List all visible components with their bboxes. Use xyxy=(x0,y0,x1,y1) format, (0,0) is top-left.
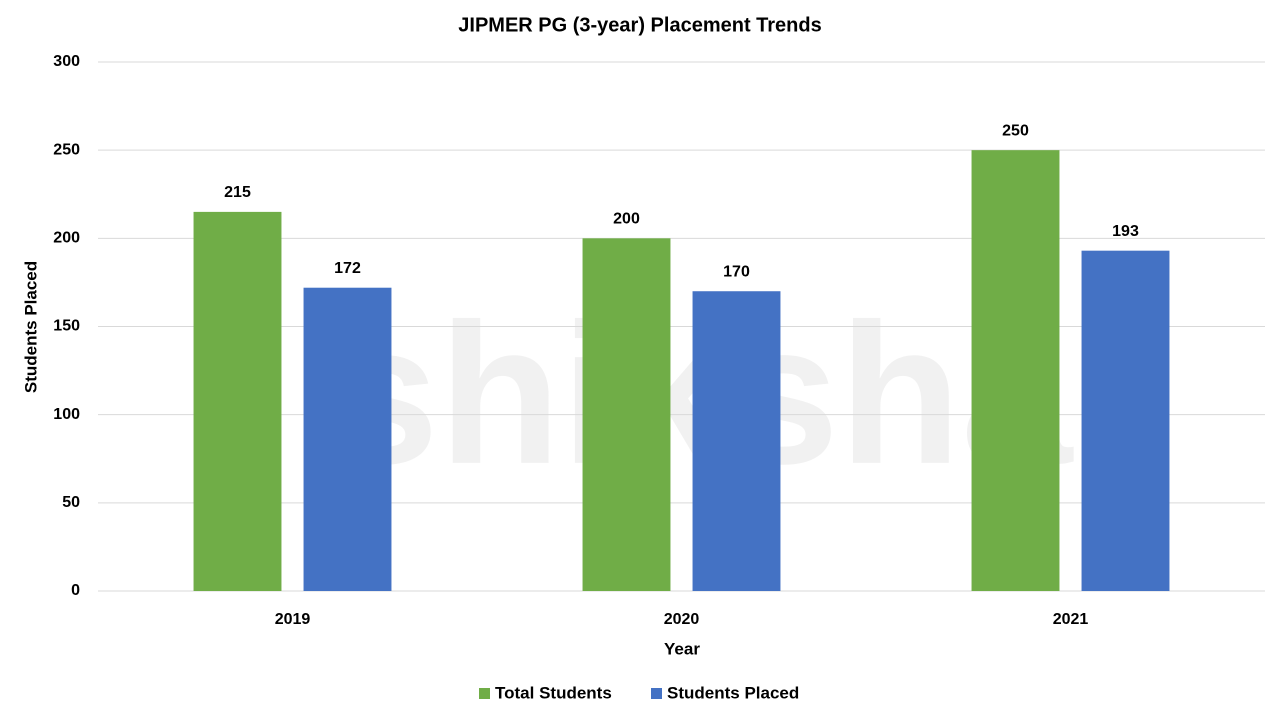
y-tick-label: 200 xyxy=(53,230,80,247)
legend-swatch xyxy=(479,688,490,699)
x-axis-label: Year xyxy=(664,639,700,658)
legend-label: Students Placed xyxy=(667,683,799,702)
y-tick-label: 50 xyxy=(62,494,80,511)
y-axis-label: Students Placed xyxy=(21,261,40,393)
data-label: 170 xyxy=(723,263,750,280)
bar xyxy=(692,291,781,591)
y-tick-label: 150 xyxy=(53,318,80,335)
x-tick-label: 2019 xyxy=(275,611,311,628)
bar xyxy=(1081,250,1170,591)
y-tick-label: 250 xyxy=(53,141,80,158)
bar xyxy=(582,238,671,592)
chart-title: JIPMER PG (3-year) Placement Trends xyxy=(458,14,821,36)
bar xyxy=(971,150,1060,591)
x-tick-label: 2020 xyxy=(664,611,700,628)
bar xyxy=(193,211,282,591)
legend-label: Total Students xyxy=(495,683,612,702)
data-label: 215 xyxy=(224,184,251,201)
data-label: 250 xyxy=(1002,122,1029,139)
data-label: 193 xyxy=(1112,223,1139,240)
y-tick-label: 100 xyxy=(53,406,80,423)
y-tick-label: 300 xyxy=(53,53,80,70)
data-label: 172 xyxy=(334,260,361,277)
x-tick-label: 2021 xyxy=(1053,611,1089,628)
bar xyxy=(303,287,392,591)
data-label: 200 xyxy=(613,211,640,228)
legend-swatch xyxy=(651,688,662,699)
y-tick-label: 0 xyxy=(71,582,80,599)
